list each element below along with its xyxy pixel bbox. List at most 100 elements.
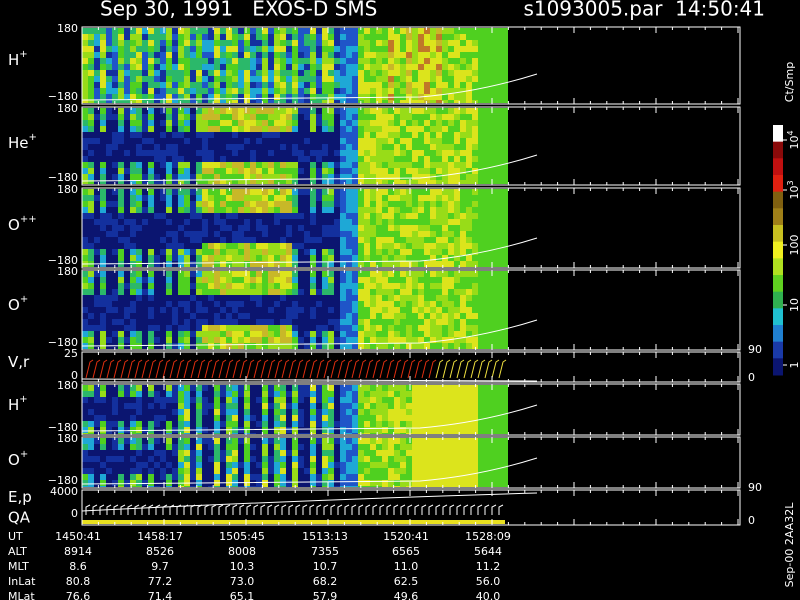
spectrogram-cell bbox=[454, 100, 460, 103]
spectrogram-cell bbox=[484, 195, 490, 201]
spectrogram-cell bbox=[436, 34, 442, 40]
spectrogram-cell bbox=[430, 307, 436, 313]
spectrogram-cell bbox=[118, 331, 124, 337]
spectrogram-cell bbox=[466, 40, 472, 46]
spectrogram-cell bbox=[346, 397, 352, 403]
vr-tick bbox=[491, 359, 500, 379]
spectrogram-cell bbox=[136, 114, 142, 120]
y-tick-label: 180 bbox=[57, 183, 78, 196]
spectrogram-cell bbox=[172, 156, 178, 162]
spectrogram-cell bbox=[118, 150, 124, 156]
spectrogram-cell bbox=[466, 52, 472, 58]
spectrogram-cell bbox=[364, 207, 370, 213]
spectrogram-cell bbox=[214, 307, 220, 313]
panel bbox=[81, 187, 741, 269]
spectrogram-cell bbox=[370, 219, 376, 225]
spectrogram-cell bbox=[322, 28, 328, 34]
spectrogram-cell bbox=[142, 385, 148, 391]
spectrogram-cell bbox=[478, 385, 484, 391]
spectrogram-cell bbox=[280, 331, 286, 337]
spectrogram-cell bbox=[250, 100, 256, 103]
spectrogram-cell bbox=[502, 108, 508, 114]
spectrogram-cell bbox=[172, 82, 178, 88]
spectrogram-cell bbox=[478, 231, 484, 237]
spectrogram-cell bbox=[454, 156, 460, 162]
spectrogram-cell bbox=[382, 409, 388, 415]
spectrogram-cell bbox=[334, 52, 340, 58]
spectrogram-cell bbox=[172, 46, 178, 52]
spectrogram-cell bbox=[460, 34, 466, 40]
spectrogram-cell bbox=[328, 201, 334, 207]
spectrogram-cell bbox=[466, 64, 472, 70]
spectrogram-cell bbox=[466, 150, 472, 156]
spectrogram-cell bbox=[154, 82, 160, 88]
spectrogram-cell bbox=[496, 433, 502, 434]
spectrogram-cell bbox=[94, 337, 100, 343]
spectrogram-cell bbox=[454, 427, 460, 433]
spectrogram-cell bbox=[502, 289, 508, 295]
spectrogram-cell bbox=[136, 421, 142, 427]
spectrogram-cell bbox=[334, 421, 340, 427]
spectrogram-cell bbox=[466, 343, 472, 349]
spectrogram-cell bbox=[238, 100, 244, 103]
spectrogram-cell bbox=[286, 34, 292, 40]
spectrogram-cell bbox=[358, 319, 364, 325]
spectrogram-cell bbox=[322, 249, 328, 255]
spectrogram-cell bbox=[460, 162, 466, 168]
spectrogram-cell bbox=[184, 46, 190, 52]
spectrogram-cell bbox=[244, 150, 250, 156]
spectrogram-cell bbox=[340, 120, 346, 126]
trace bbox=[81, 73, 538, 101]
spectrogram-cell bbox=[88, 225, 94, 231]
spectrogram-cell bbox=[388, 40, 394, 46]
spectrogram-cell bbox=[490, 277, 496, 283]
vr-tick bbox=[414, 359, 423, 379]
spectrogram-cell bbox=[268, 261, 274, 267]
spectrogram-cell bbox=[388, 283, 394, 289]
spectrogram-cell bbox=[208, 108, 214, 114]
spectrogram-cell bbox=[286, 138, 292, 144]
spectrogram-cell bbox=[208, 120, 214, 126]
spectrogram-cell bbox=[226, 82, 232, 88]
spectrogram-cell bbox=[262, 58, 268, 64]
spectrogram-cell bbox=[430, 156, 436, 162]
spectrogram-cell bbox=[454, 391, 460, 397]
spectrogram-cell bbox=[334, 313, 340, 319]
spectrogram-cell bbox=[424, 132, 430, 138]
spectrogram-cell bbox=[490, 52, 496, 58]
spectrogram-cell bbox=[298, 271, 304, 277]
spectrogram-cell bbox=[202, 391, 208, 397]
spectrogram-cell bbox=[178, 168, 184, 174]
spectrogram-cell bbox=[484, 189, 490, 195]
spectrogram-cell bbox=[154, 138, 160, 144]
spectrogram-cell bbox=[154, 201, 160, 207]
spectrogram-cell bbox=[112, 409, 118, 415]
spectrogram-cell bbox=[274, 271, 280, 277]
spectrogram-cell bbox=[310, 201, 316, 207]
spectrogram-cell bbox=[160, 70, 166, 76]
spectrogram-cell bbox=[292, 120, 298, 126]
spectrogram-cell bbox=[298, 40, 304, 46]
spectrogram-cell bbox=[454, 313, 460, 319]
spectrogram-cell bbox=[322, 76, 328, 82]
spectrogram-cell bbox=[394, 237, 400, 243]
spectrogram-cell bbox=[466, 144, 472, 150]
spectrogram-cell bbox=[436, 289, 442, 295]
spectrogram-cell bbox=[412, 337, 418, 343]
spectrogram-cell bbox=[154, 255, 160, 261]
spectrogram-cell bbox=[358, 225, 364, 231]
spectrogram-cell bbox=[442, 403, 448, 409]
spectrogram-cell bbox=[124, 58, 130, 64]
spectrogram-cell bbox=[394, 138, 400, 144]
spectrogram-cell bbox=[382, 195, 388, 201]
spectrogram-cell bbox=[304, 325, 310, 331]
spectrogram-cell bbox=[346, 88, 352, 94]
spectrogram-cell bbox=[310, 289, 316, 295]
spectrogram-cell bbox=[310, 126, 316, 132]
spectrogram-cell bbox=[178, 301, 184, 307]
spectrogram-cell bbox=[112, 391, 118, 397]
spectrogram-cell bbox=[250, 213, 256, 219]
spectrogram-cell bbox=[268, 415, 274, 421]
spectrogram-cell bbox=[460, 313, 466, 319]
spectrogram-cell bbox=[346, 180, 352, 184]
